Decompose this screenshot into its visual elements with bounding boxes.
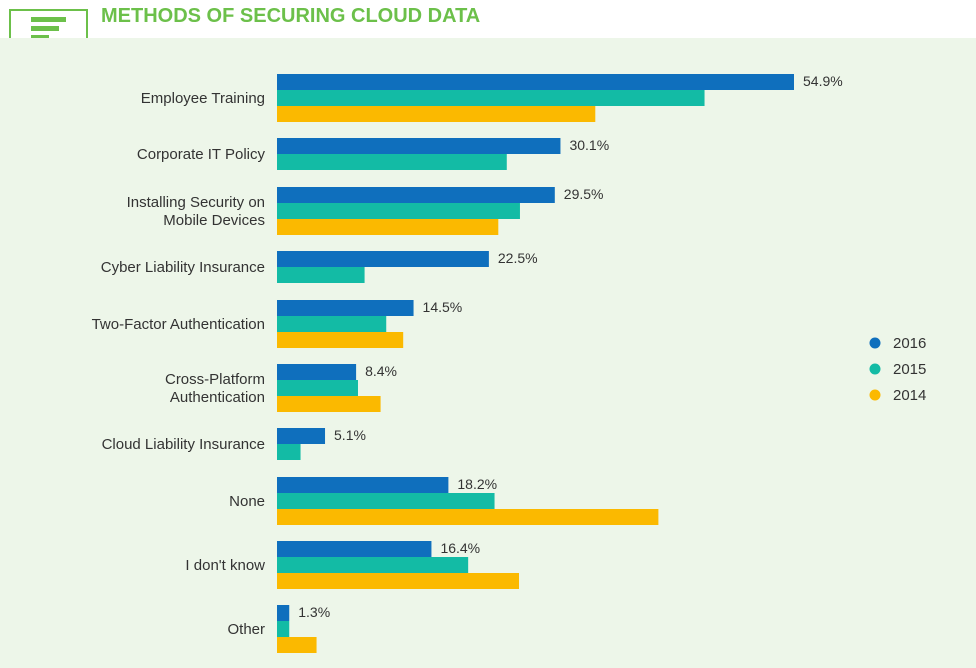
bar-2016-2 [277, 187, 555, 203]
bar-2015-7 [277, 493, 495, 509]
bar-2015-3 [277, 267, 365, 283]
bar-2014-0 [277, 106, 596, 122]
category-label: Other [227, 621, 265, 638]
bar-2015-4 [277, 316, 387, 332]
bar-2014-8 [277, 573, 520, 589]
bar-2016-7 [277, 477, 449, 493]
category-label: Employee Training [141, 90, 265, 107]
legend-marker-2016 [869, 337, 881, 349]
bar-2014-7 [277, 509, 659, 525]
bar-2015-1 [277, 154, 507, 170]
bar-2016-4 [277, 300, 414, 316]
category-label: I don't know [185, 557, 265, 574]
bar-2016-3 [277, 251, 489, 267]
data-label: 22.5% [498, 250, 538, 266]
bar-2016-5 [277, 364, 357, 380]
bar-2016-0 [277, 74, 794, 90]
bar-2015-8 [277, 557, 469, 573]
bar-2015-9 [277, 621, 290, 637]
data-label: 54.9% [803, 73, 843, 89]
bar-2015-0 [277, 90, 705, 106]
data-label: 30.1% [569, 137, 609, 153]
legend-marker-2014 [869, 389, 881, 401]
bar-2014-4 [277, 332, 404, 348]
legend-label-2015: 2015 [893, 361, 926, 378]
category-label: Cross-Platform Authentication [165, 371, 265, 406]
legend-label-2014: 2014 [893, 387, 926, 404]
bar-2014-2 [277, 219, 499, 235]
category-label: Cloud Liability Insurance [102, 436, 265, 453]
data-label: 16.4% [440, 540, 480, 556]
data-label: 1.3% [298, 604, 330, 620]
bar-2015-5 [277, 380, 358, 396]
category-label: None [229, 493, 265, 510]
bar-2016-6 [277, 428, 326, 444]
legend-label-2016: 2016 [893, 335, 926, 352]
data-label: 5.1% [334, 427, 366, 443]
category-label: Corporate IT Policy [137, 146, 266, 163]
category-label: Two-Factor Authentication [92, 316, 265, 333]
bar-2016-1 [277, 138, 561, 154]
bar-2016-9 [277, 605, 290, 621]
bar-2016-8 [277, 541, 432, 557]
bar-2014-9 [277, 637, 317, 653]
bar-2015-6 [277, 444, 301, 460]
data-label: 14.5% [423, 299, 463, 315]
data-label: 29.5% [564, 186, 604, 202]
bar-2015-2 [277, 203, 520, 219]
category-label: Installing Security on Mobile Devices [127, 194, 265, 229]
bar-2014-5 [277, 396, 381, 412]
data-label: 8.4% [365, 363, 397, 379]
chart-title: METHODS OF SECURING CLOUD DATA [101, 5, 481, 27]
legend-marker-2015 [869, 363, 881, 375]
data-label: 18.2% [457, 476, 497, 492]
category-label: Cyber Liability Insurance [101, 259, 265, 276]
